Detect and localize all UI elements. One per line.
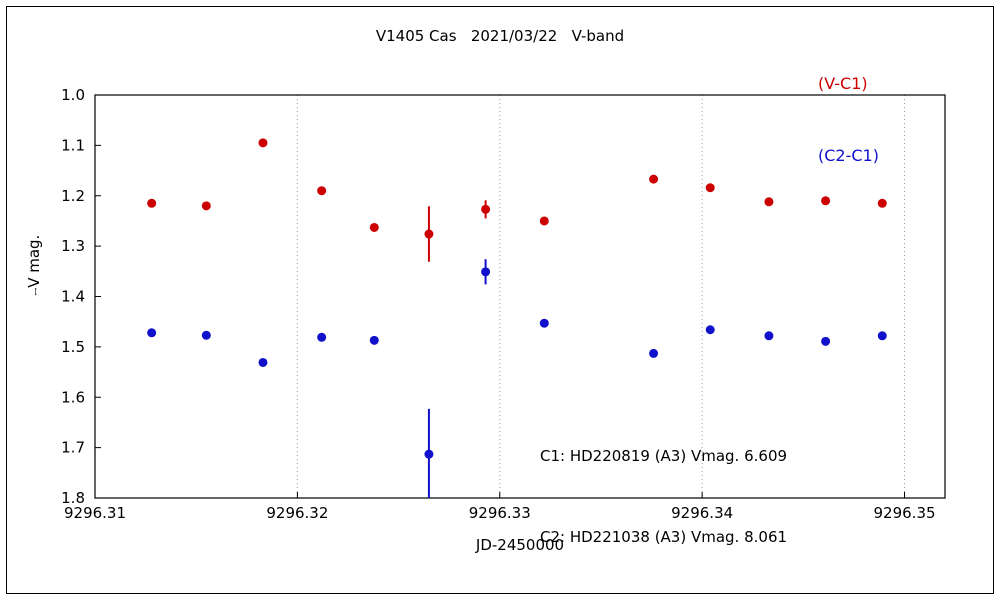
data-point-v-c1	[258, 138, 268, 148]
data-point-c2-c1	[424, 449, 434, 459]
data-point-v-c1	[539, 216, 549, 226]
data-point-v-c1	[481, 204, 491, 214]
y-tick-label: 1.2	[61, 187, 85, 205]
x-tick-label: 9296.31	[64, 504, 126, 522]
annotation-line-c1: C1: HD220819 (A3) Vmag. 6.609	[540, 447, 788, 465]
image-border	[6, 6, 994, 594]
data-point-c2-c1	[258, 357, 268, 367]
data-point-c2-c1	[369, 335, 379, 345]
y-tick-label: 1.5	[61, 338, 85, 356]
data-point-c2-c1	[821, 336, 831, 346]
data-point-c2-c1	[877, 331, 887, 341]
data-point-v-c1	[424, 229, 434, 239]
legend-item-v-c1: (V-C1)	[818, 74, 868, 93]
data-point-c2-c1	[147, 328, 157, 338]
data-point-c2-c1	[201, 330, 211, 340]
data-point-v-c1	[649, 174, 659, 184]
annotation-block: C1: HD220819 (A3) Vmag. 6.609 C2: HD2210…	[540, 389, 787, 600]
legend: (V-C1) (C2-C1)	[818, 24, 879, 216]
y-tick-label: 1.8	[61, 489, 85, 507]
y-tick-label: 1.4	[61, 288, 85, 306]
data-point-c2-c1	[317, 332, 327, 342]
data-point-v-c1	[705, 183, 715, 193]
x-tick-label: 9296.33	[469, 504, 531, 522]
data-point-c2-c1	[481, 267, 491, 277]
y-tick-label: 1.6	[61, 388, 85, 406]
x-tick-label: 9296.34	[671, 504, 733, 522]
data-point-v-c1	[877, 198, 887, 208]
data-point-v-c1	[147, 198, 157, 208]
annotation-line-c2: C2: HD221038 (A3) Vmag. 8.061	[540, 528, 788, 546]
legend-item-c2-c1: (C2-C1)	[818, 146, 879, 165]
x-tick-label: 9296.32	[266, 504, 328, 522]
data-point-c2-c1	[764, 331, 774, 341]
y-axis-label: ⧿V mag.	[25, 234, 43, 296]
y-tick-label: 1.7	[61, 439, 85, 457]
x-axis-label: JD-2450000	[475, 536, 565, 554]
y-tick-label: 1.1	[61, 136, 85, 154]
x-tick-label: 9296.35	[874, 504, 936, 522]
chart-title: V1405 Cas 2021/03/22 V-band	[375, 27, 625, 45]
data-point-v-c1	[201, 201, 211, 211]
data-point-v-c1	[821, 196, 831, 206]
y-tick-label: 1.3	[61, 237, 85, 255]
data-point-c2-c1	[705, 325, 715, 335]
data-point-c2-c1	[649, 348, 659, 358]
y-tick-label: 1.0	[61, 86, 85, 104]
data-point-v-c1	[369, 222, 379, 232]
data-point-v-c1	[317, 186, 327, 196]
data-point-c2-c1	[539, 318, 549, 328]
data-point-v-c1	[764, 197, 774, 207]
